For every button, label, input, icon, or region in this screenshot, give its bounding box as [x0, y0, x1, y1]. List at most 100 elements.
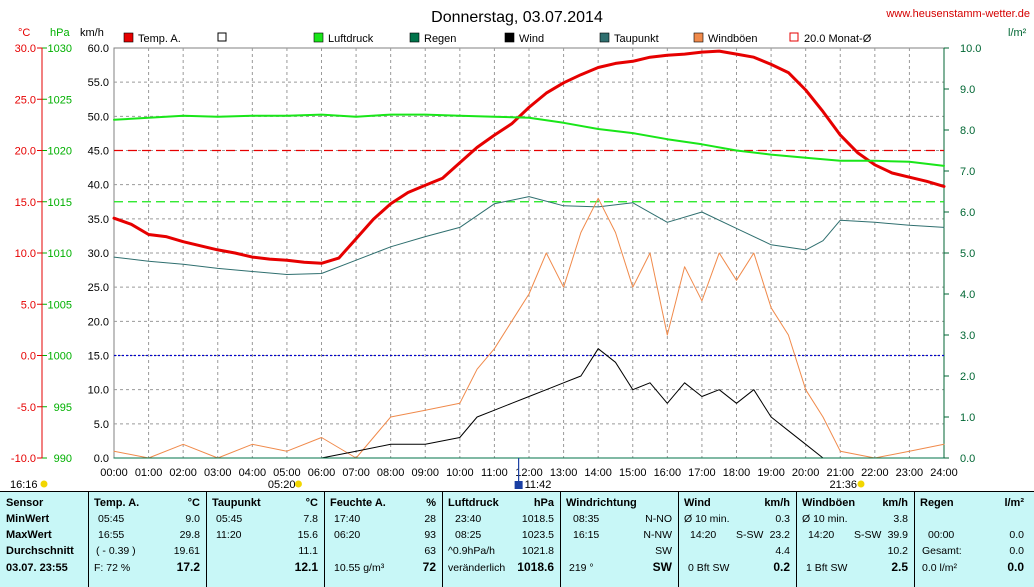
- x-tick-label: 22:00: [861, 467, 889, 479]
- wind-tick-label: 15.0: [88, 351, 109, 363]
- rain-tick-label: 10.0: [960, 43, 981, 55]
- wind-unit: km/h: [764, 497, 790, 509]
- dir-last-value: SW: [652, 560, 672, 574]
- wind-tick-label: 55.0: [88, 77, 109, 89]
- x-tick-label: 01:00: [135, 467, 163, 479]
- sunrise-sun-icon: [294, 480, 302, 488]
- wind-max-dir: S-SW: [736, 529, 764, 541]
- dew-max-value: 15.6: [297, 529, 318, 541]
- weather-chart: Donnerstag, 03.07.2014 www.heusenstamm-we…: [10, 8, 1030, 491]
- x-tick-label: 04:00: [239, 467, 267, 479]
- site-url: www.heusenstamm-wetter.de: [885, 8, 1030, 20]
- rain-tick-label: 1.0: [960, 412, 975, 424]
- dir-max-value: N-NW: [643, 529, 672, 541]
- dir-min-time: 08:35: [573, 513, 600, 525]
- dew-last-value: 12.1: [294, 560, 318, 574]
- series-line-taupunkt: [113, 196, 945, 275]
- col-divider: [796, 492, 797, 587]
- gust-max-time: 14:20: [808, 529, 835, 541]
- wind-avg-value: 4.4: [775, 545, 790, 557]
- pressure-tick-label: 1015: [48, 197, 72, 209]
- col-divider: [678, 492, 679, 587]
- legend-swatch: [504, 32, 515, 43]
- press-unit: hPa: [533, 497, 554, 509]
- pressure-tick-label: 990: [54, 453, 72, 465]
- temp-avg-note: ( - 0.39 ): [96, 545, 136, 557]
- rain-tick-label: 3.0: [960, 330, 975, 342]
- temp-last-value: 17.2: [176, 560, 200, 574]
- pressure-tick-label: 1030: [48, 43, 72, 55]
- pressure-tick-label: 1005: [48, 299, 72, 311]
- pressure-tick-label: 1000: [48, 351, 72, 363]
- wind-unit-label: km/h: [80, 27, 104, 39]
- dew-min-value: 7.8: [303, 513, 318, 525]
- x-tick-label: 23:00: [896, 467, 924, 479]
- dew-min-time: 05:45: [216, 513, 243, 525]
- press-min-time: 23:40: [455, 513, 482, 525]
- hum-max-time: 06:20: [334, 529, 361, 541]
- press-last-value: 1018.6: [517, 560, 554, 574]
- dir-header: Windrichtung: [566, 497, 637, 509]
- x-tick-label: 06:00: [308, 467, 336, 479]
- press-max-value: 1023.5: [521, 529, 554, 541]
- temp-last-note: F: 72 %: [94, 562, 131, 574]
- legend-swatch: [123, 32, 134, 43]
- press-min-value: 1018.5: [521, 513, 554, 525]
- row-label-max: MaxWert: [6, 529, 52, 541]
- hum-min-time: 17:40: [334, 513, 361, 525]
- rain-header: Regen: [920, 497, 954, 509]
- temp-header: Temp. A.: [94, 497, 140, 509]
- wind-tick-label: 50.0: [88, 111, 109, 123]
- hum-header: Feuchte A.: [330, 497, 386, 509]
- wind-tick-label: 35.0: [88, 214, 109, 226]
- row-label-min: MinWert: [6, 513, 50, 525]
- row-label-sensor: Sensor: [6, 497, 44, 509]
- x-tick-label: 05:00: [273, 467, 301, 479]
- legend-swatch: [599, 32, 610, 43]
- wind-max-time: 14:20: [690, 529, 717, 541]
- left-sun-icon: [40, 480, 48, 488]
- col-divider: [324, 492, 325, 587]
- rain-unit: l/m²: [1004, 497, 1024, 509]
- hum-max-value: 93: [424, 529, 436, 541]
- gust-min-label: Ø 10 min.: [802, 513, 848, 525]
- temp-unit: °C: [187, 497, 200, 509]
- rain-max-time: 00:00: [928, 529, 955, 541]
- x-tick-label: 07:00: [342, 467, 370, 479]
- wind-tick-label: 45.0: [88, 146, 109, 158]
- x-tick-label: 17:00: [688, 467, 716, 479]
- temp-max-value: 29.8: [179, 529, 200, 541]
- pressure-tick-label: 1010: [48, 248, 72, 260]
- rain-total-value: 0.0: [1009, 545, 1024, 557]
- row-label-avg: Durchschnitt: [6, 545, 74, 557]
- temp-unit-label: °C: [18, 27, 30, 39]
- noon-time: 11:42: [525, 479, 552, 491]
- temp-tick-label: 10.0: [15, 248, 36, 260]
- wind-last-value: 0.2: [773, 560, 790, 574]
- wind-tick-label: 60.0: [88, 43, 109, 55]
- temp-max-time: 16:55: [98, 529, 125, 541]
- x-tick-label: 12:00: [515, 467, 543, 479]
- temp-min-value: 9.0: [185, 513, 200, 525]
- x-tick-label: 19:00: [757, 467, 785, 479]
- rain-max-value: 0.0: [1009, 529, 1024, 541]
- legend-label: Luftdruck: [328, 33, 374, 45]
- series-line-windb-en: [113, 197, 945, 459]
- pressure-tick-label: 1025: [48, 94, 72, 106]
- x-tick-label: 15:00: [619, 467, 647, 479]
- gust-last-value: 2.5: [891, 560, 908, 574]
- dir-min-value: N-NO: [645, 513, 672, 525]
- x-tick-label: 16:00: [654, 467, 682, 479]
- hum-avg-value: 63: [424, 545, 436, 557]
- wind-min-label: Ø 10 min.: [684, 513, 730, 525]
- legend-label: Taupunkt: [614, 33, 659, 45]
- rain-total-label: Gesamt:: [922, 545, 962, 557]
- temp-tick-label: -5.0: [17, 402, 36, 414]
- dir-max-time: 16:15: [573, 529, 600, 541]
- hum-last-value: 72: [422, 560, 436, 574]
- dew-header: Taupunkt: [212, 497, 261, 509]
- col-divider: [206, 492, 207, 587]
- temp-tick-label: 25.0: [15, 94, 36, 106]
- rain-tick-label: 0.0: [960, 453, 975, 465]
- noon-icon: [514, 481, 523, 489]
